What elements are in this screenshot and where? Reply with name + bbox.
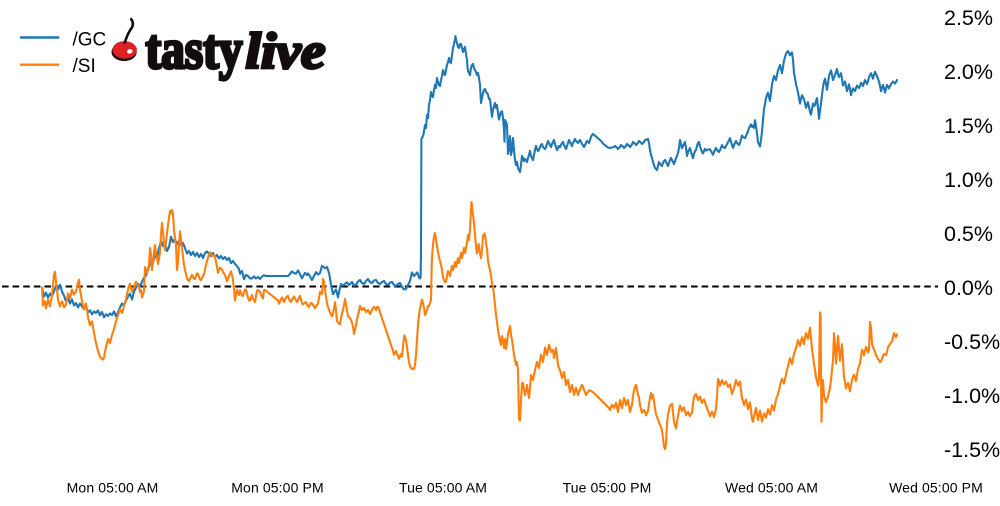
- svg-text:Tue 05:00 PM: Tue 05:00 PM: [563, 480, 652, 496]
- svg-text:-1.5%: -1.5%: [944, 438, 1000, 462]
- svg-text:0.0%: 0.0%: [944, 276, 993, 300]
- svg-text:-0.5%: -0.5%: [944, 330, 1000, 354]
- svg-text:tasty: tasty: [146, 20, 243, 81]
- svg-text:0.5%: 0.5%: [944, 222, 993, 246]
- svg-text:Wed 05:00 PM: Wed 05:00 PM: [889, 480, 983, 496]
- svg-text:/GC: /GC: [73, 29, 107, 50]
- svg-text:1.0%: 1.0%: [944, 168, 993, 192]
- svg-text:1.5%: 1.5%: [944, 114, 993, 138]
- svg-text:2.5%: 2.5%: [944, 6, 993, 30]
- svg-text:live: live: [246, 23, 326, 80]
- svg-text:Wed 05:00 AM: Wed 05:00 AM: [725, 480, 818, 496]
- svg-text:Tue 05:00 AM: Tue 05:00 AM: [399, 480, 487, 496]
- svg-text:-1.0%: -1.0%: [944, 384, 1000, 408]
- svg-text:Mon 05:00 PM: Mon 05:00 PM: [231, 480, 324, 496]
- svg-text:Mon 05:00 AM: Mon 05:00 AM: [67, 480, 159, 496]
- svg-text:/SI: /SI: [73, 56, 96, 77]
- svg-text:2.0%: 2.0%: [944, 60, 993, 84]
